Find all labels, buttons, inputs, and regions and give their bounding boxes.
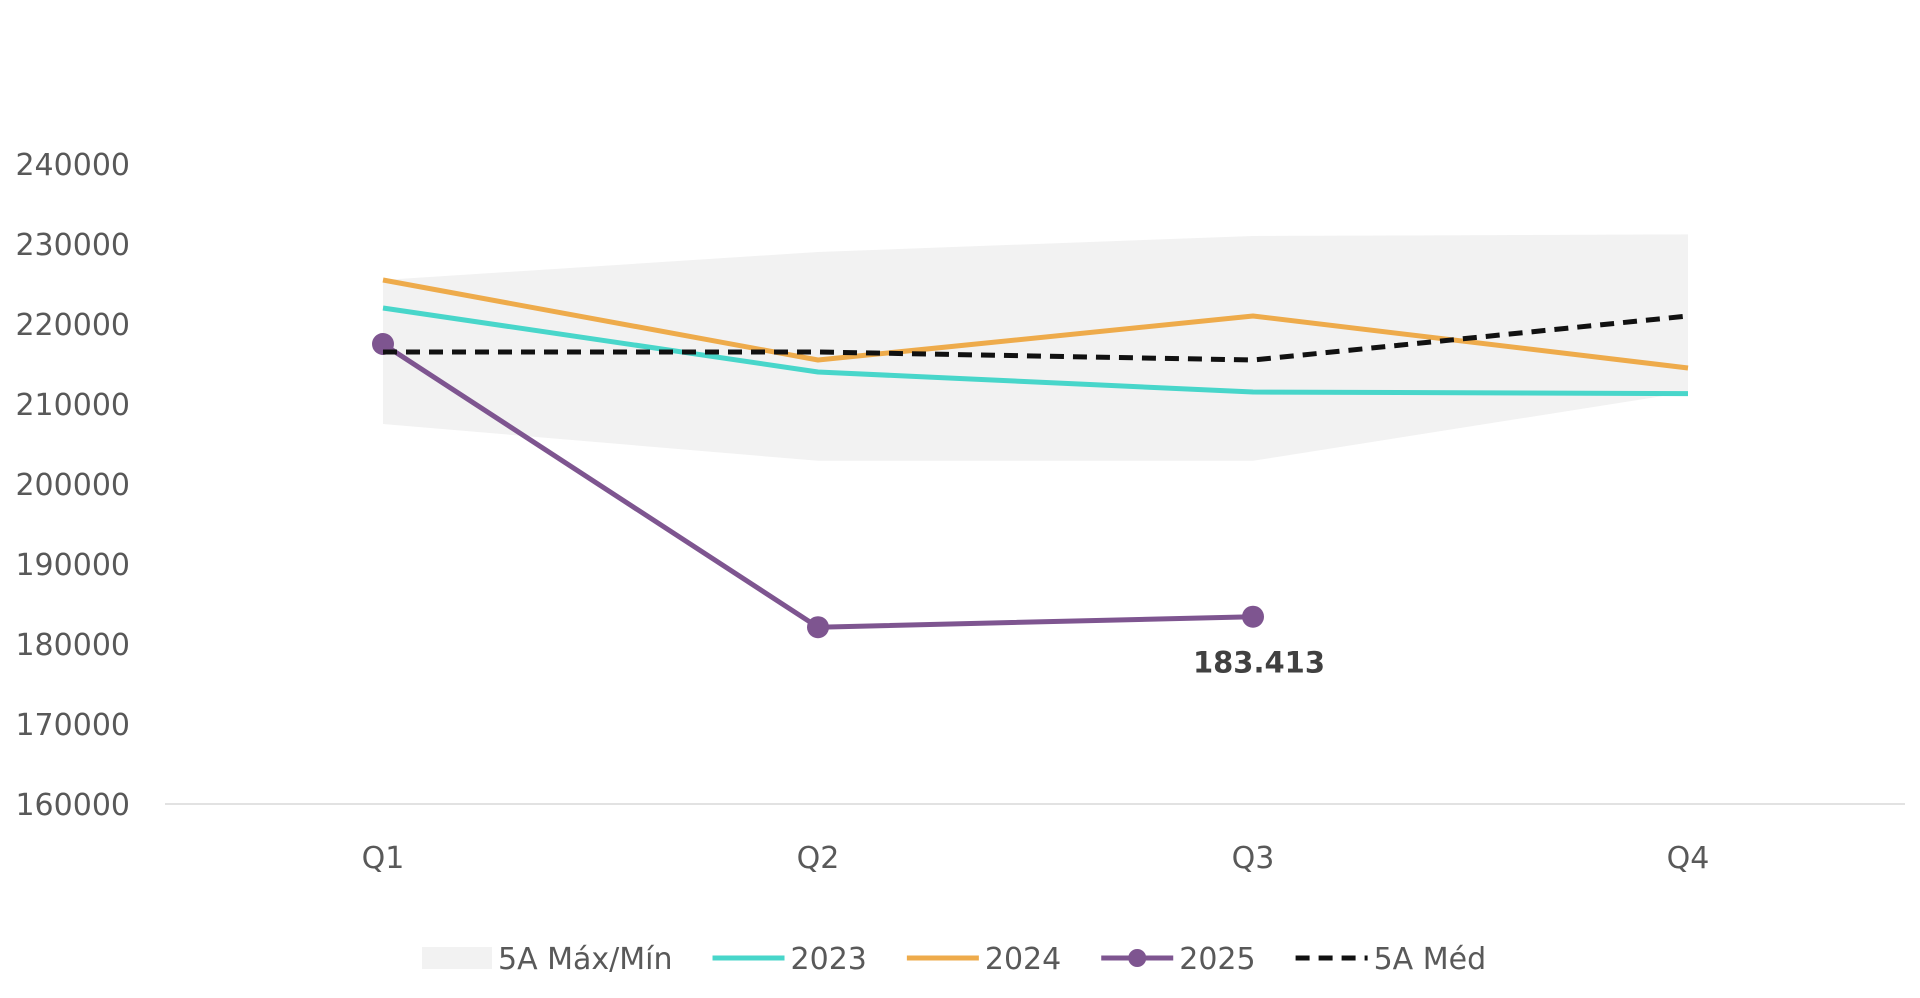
y-tick-label: 190000 [15,548,130,583]
legend-label: 2024 [985,942,1061,977]
x-tick-label: Q3 [1232,841,1275,876]
legend-label: 2023 [791,942,867,977]
legend-label: 5A Máx/Mín [498,942,673,977]
y-tick-label: 160000 [15,788,130,823]
y-tick-label: 170000 [15,708,130,743]
data-label: 183.413 [1193,646,1325,680]
legend-label: 5A Méd [1374,942,1487,977]
legend-marker-2025 [1128,949,1147,967]
series-layer [372,277,1689,639]
series-line-2024 [382,277,1689,371]
x-tick-label: Q2 [797,841,840,876]
y-tick-label: 180000 [15,628,130,663]
legend-swatch-band [422,947,492,969]
band-layer [383,234,1688,461]
y-tick-label: 230000 [15,228,130,263]
y-tick-label: 240000 [15,148,130,183]
band-area [383,234,1688,461]
series-point-2025 [1242,605,1264,628]
axis-layer: 160000 170000 180000 190000 200000 210000 2200… [15,148,1905,876]
series-line-2023 [382,305,1689,397]
series-line-5a-m-d [383,313,1689,363]
legend: 5A Máx/Mín 2023 2024 2025 5A Méd [422,942,1486,977]
series-point-2025 [807,616,829,639]
legend-label: 2025 [1179,942,1255,977]
y-tick-label: 220000 [15,308,130,343]
label-layer: 183.413 [1193,646,1325,680]
y-tick-label: 210000 [15,388,130,423]
x-tick-label: Q4 [1667,841,1710,876]
x-tick-label: Q1 [362,841,405,876]
y-tick-label: 200000 [15,468,130,503]
